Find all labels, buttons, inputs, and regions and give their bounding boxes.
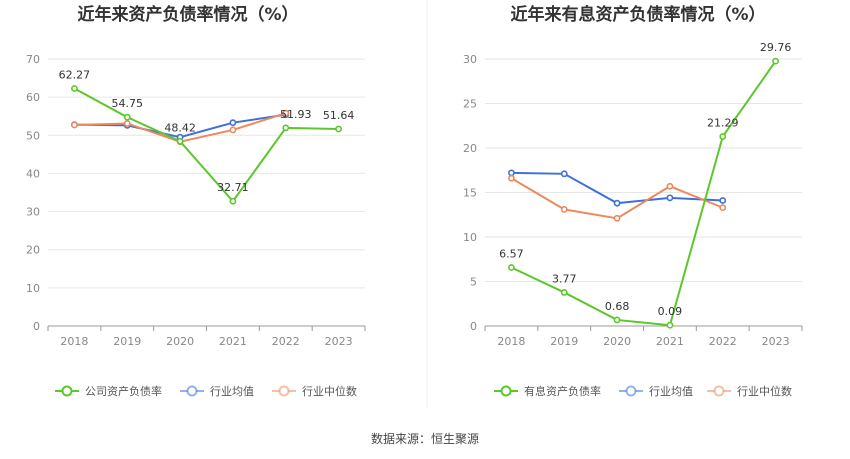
y-tick-label: 70	[26, 53, 40, 66]
data-point	[123, 120, 131, 127]
y-tick-label: 0	[470, 320, 477, 333]
data-point	[176, 137, 184, 145]
data-point	[613, 316, 621, 324]
y-tick-label: 30	[26, 206, 40, 219]
x-tick-label: 2019	[550, 335, 578, 348]
legend-item[interactable]: 行业均值	[180, 385, 254, 398]
y-tick-label: 15	[463, 187, 477, 200]
data-label: 0.68	[605, 300, 630, 313]
y-tick-label: 5	[470, 276, 477, 289]
y-tick-label: 40	[26, 167, 40, 180]
legend-label: 行业中位数	[302, 384, 357, 398]
data-point	[71, 121, 78, 129]
data-source-note: 数据来源：恒生聚源	[371, 431, 479, 446]
series-line	[511, 171, 723, 205]
legend-item[interactable]: 有息资产负债率	[494, 384, 601, 398]
data-point	[282, 124, 290, 132]
y-tick-label: 10	[26, 282, 40, 295]
y-tick-label: 30	[463, 53, 477, 66]
y-tick-label: 60	[26, 91, 40, 104]
legend-label: 有息资产负债率	[524, 384, 601, 398]
data-point	[719, 133, 727, 140]
legend-label: 行业均值	[210, 385, 254, 398]
legend-marker	[500, 385, 512, 397]
data-point	[772, 57, 779, 65]
data-point	[666, 182, 674, 190]
data-point	[613, 214, 621, 222]
data-point	[229, 126, 237, 134]
legend-marker	[61, 385, 73, 397]
x-tick-label: 2023	[762, 335, 790, 348]
legend-label: 行业中位数	[737, 384, 792, 398]
data-point	[508, 169, 515, 177]
legend-label: 行业均值	[649, 385, 693, 398]
data-label: 29.76	[760, 41, 792, 54]
data-point	[613, 199, 621, 207]
y-tick-label: 20	[26, 244, 40, 257]
y-tick-label: 50	[26, 129, 40, 142]
legend-item[interactable]: 行业中位数	[272, 384, 357, 398]
debt-ratio-chart: 近年来资产负债率情况（%） 0 10 20 30 40 50 60 70 2018 2019 2020…	[26, 4, 366, 398]
data-point	[666, 321, 674, 329]
x-tick-label: 2020	[603, 335, 631, 348]
data-label: 51.93	[280, 108, 312, 121]
x-tick-label: 2021	[656, 335, 684, 348]
data-label: 48.42	[164, 121, 196, 134]
legend-item[interactable]: 行业中位数	[707, 384, 792, 398]
data-label: 6.57	[499, 248, 524, 261]
data-point	[719, 204, 727, 212]
data-point	[560, 170, 568, 178]
legend-marker	[625, 385, 637, 397]
data-label: 0.09	[658, 305, 683, 318]
data-point	[508, 174, 515, 182]
y-tick-label: 25	[463, 98, 477, 111]
data-point	[71, 85, 78, 92]
data-point	[229, 119, 237, 127]
x-tick-label: 2018	[497, 335, 525, 348]
y-tick-label: 10	[463, 231, 477, 244]
data-point	[229, 197, 237, 205]
y-tick-label: 20	[463, 142, 477, 155]
series-line	[73, 87, 339, 203]
x-tick-label: 2019	[113, 335, 141, 348]
legend-marker	[713, 385, 725, 397]
data-point	[666, 194, 674, 202]
y-tick-label: 0	[33, 320, 40, 333]
series-line	[510, 60, 777, 327]
data-point	[560, 289, 568, 296]
legend-item[interactable]: 行业均值	[619, 385, 693, 398]
data-label: 21.29	[707, 117, 739, 130]
interest-bearing-debt-ratio-chart: 近年来有息资产负债率情况（%） 0 5 10 15 20 25 30 2018 2019 2020 2…	[463, 4, 803, 398]
data-point	[335, 125, 342, 133]
legend-marker	[278, 385, 290, 397]
data-label: 51.64	[323, 109, 355, 122]
data-label: 32.71	[217, 181, 249, 194]
data-point	[508, 264, 515, 271]
legend-marker	[186, 385, 198, 397]
x-tick-label: 2018	[60, 335, 88, 348]
data-point	[560, 206, 568, 213]
data-label: 54.75	[112, 97, 144, 110]
data-label: 62.27	[59, 68, 91, 81]
legend-label: 公司资产负债率	[85, 384, 162, 398]
data-point	[719, 197, 727, 204]
data-label: 3.77	[552, 272, 577, 285]
chart-title: 近年来资产负债率情况（%）	[77, 4, 298, 25]
data-point	[282, 109, 290, 117]
x-tick-label: 2021	[219, 335, 247, 348]
x-tick-label: 2020	[166, 335, 194, 348]
x-tick-label: 2022	[272, 335, 300, 348]
x-tick-label: 2023	[325, 335, 353, 348]
legend-item[interactable]: 公司资产负债率	[55, 384, 162, 398]
chart-title: 近年来有息资产负债率情况（%）	[510, 4, 765, 25]
data-point	[123, 113, 131, 121]
x-tick-label: 2022	[709, 335, 737, 348]
